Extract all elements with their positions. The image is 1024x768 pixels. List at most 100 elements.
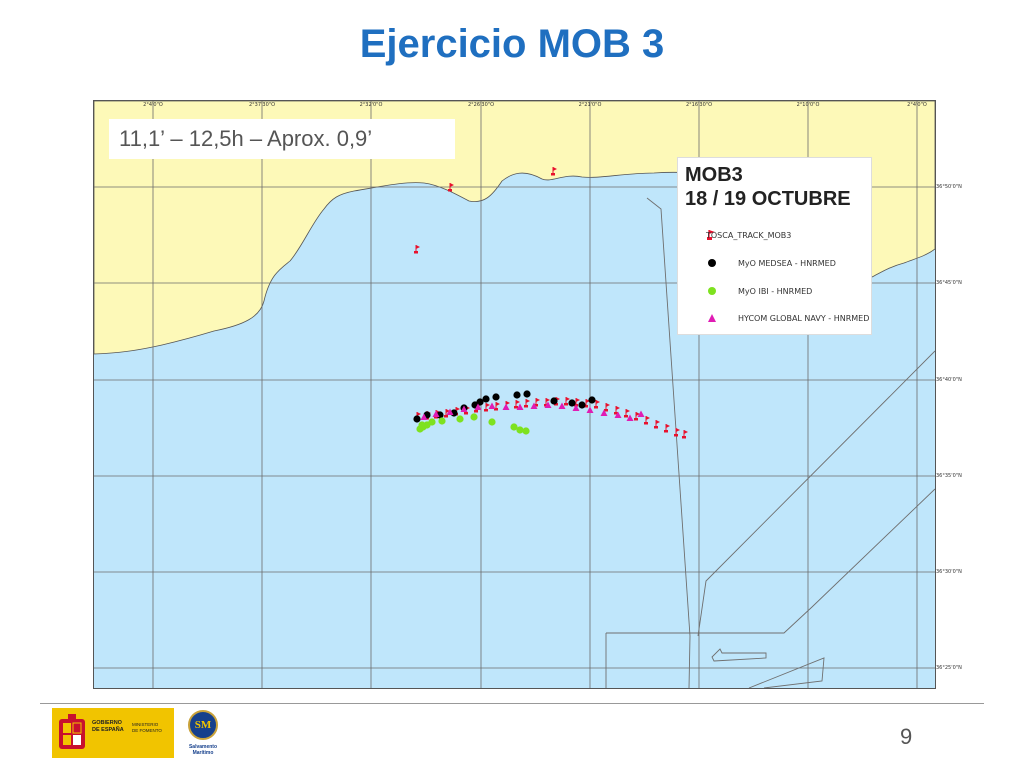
- lon-label: 2°32'0"O: [359, 102, 383, 108]
- lat-label: 36°25'0"N: [936, 665, 962, 671]
- ibi-point: [510, 423, 518, 431]
- medsea-point: [482, 395, 490, 403]
- flag-base: [604, 409, 608, 412]
- flag-base: [484, 409, 488, 412]
- medsea-point: [568, 399, 576, 407]
- ibi-point: [456, 415, 464, 423]
- flag-pennant: [416, 245, 420, 249]
- flag-pennant: [656, 420, 660, 424]
- magenta-triangle-icon: [708, 314, 716, 322]
- legend-label-medsea: MyO MEDSEA - HNRMED: [738, 259, 836, 268]
- track-flag: [514, 400, 520, 409]
- lat-label: 36°45'0"N: [936, 280, 962, 286]
- lon-label: 2°26'30"O: [467, 102, 495, 108]
- hycom-point: [502, 403, 510, 410]
- legend-label-ibi: MyO IBI - HNRMED: [738, 287, 813, 296]
- medsea-point: [588, 396, 596, 404]
- flag-base: [682, 436, 686, 439]
- track-flag: [644, 416, 650, 425]
- hycom-point: [614, 411, 622, 418]
- footer-divider: [40, 703, 984, 704]
- lat-label: 36°35'0"N: [936, 473, 962, 479]
- ministry-line2: DE FOMENTO: [132, 728, 162, 733]
- salvamento-logo: SM Salvamento Marítimo: [178, 708, 228, 758]
- flag-base: [494, 408, 498, 411]
- track-flag: [594, 400, 600, 409]
- hycom-point: [558, 402, 566, 409]
- flag-base: [624, 415, 628, 418]
- medsea-point: [513, 391, 521, 399]
- flag-pennant: [676, 428, 680, 432]
- red-flag-icon: [707, 230, 715, 240]
- flag-base: [448, 189, 452, 192]
- track-flag: [624, 409, 630, 418]
- medsea-point: [550, 397, 558, 405]
- hycom-point: [432, 410, 440, 417]
- flag-base: [474, 410, 478, 413]
- flag-pennant: [626, 409, 630, 413]
- track-flag: [674, 428, 680, 437]
- flag-pennant: [536, 398, 540, 402]
- ibi-point: [516, 426, 524, 434]
- hycom-layer: [420, 401, 645, 421]
- ibi-point: [522, 427, 530, 435]
- flag-pennant: [446, 409, 450, 413]
- medsea-point: [413, 415, 421, 423]
- hycom-point: [637, 410, 645, 417]
- track-flag: [634, 412, 640, 421]
- flag-base: [444, 415, 448, 418]
- flag-pennant: [636, 412, 640, 416]
- black-dot-icon: [708, 259, 716, 267]
- flag-base: [514, 406, 518, 409]
- flag-pennant: [506, 401, 510, 405]
- gobierno-text: GOBIERNO DE ESPAÑA: [92, 720, 124, 734]
- medsea-point: [476, 398, 484, 406]
- legend-heading: MOB3: [685, 164, 743, 186]
- flag-base: [594, 406, 598, 409]
- flag-base: [644, 422, 648, 425]
- ibi-point: [470, 413, 478, 421]
- hycom-point: [530, 402, 538, 409]
- ibi-layer: [416, 413, 530, 435]
- ibi-point: [428, 418, 436, 426]
- flag-base: [534, 404, 538, 407]
- hycom-point: [626, 414, 634, 421]
- slide-title: Ejercicio MOB 3: [359, 22, 665, 66]
- sm-monogram: SM: [194, 719, 212, 731]
- shipping-lanes: [605, 197, 935, 688]
- lat-label: 36°30'0"N: [936, 569, 962, 575]
- ibi-point: [488, 418, 496, 426]
- gov-line2: DE ESPAÑA: [92, 727, 124, 733]
- ibi-point: [438, 417, 446, 425]
- track-flag: [564, 397, 570, 406]
- track-flag: [534, 398, 540, 407]
- flag-pennant: [666, 424, 670, 428]
- hycom-point: [586, 406, 594, 413]
- hycom-point: [572, 404, 580, 411]
- flag-pennant: [456, 407, 460, 411]
- lon-label: 2°10'0"O: [796, 102, 820, 108]
- flag-pennant: [417, 412, 421, 416]
- track-flag: [551, 167, 557, 176]
- hycom-point: [460, 405, 468, 412]
- coat-of-arms-icon: [59, 714, 85, 749]
- flag-base: [584, 405, 588, 408]
- hycom-point: [446, 408, 454, 415]
- flag-pennant: [684, 430, 688, 434]
- flag-base: [414, 251, 418, 254]
- flag-base: [524, 405, 528, 408]
- flag-base: [674, 434, 678, 437]
- medsea-point: [523, 390, 531, 398]
- green-dot-icon: [708, 287, 716, 295]
- track-flag: [604, 403, 610, 412]
- lon-label: 2°4'0"O: [907, 102, 927, 108]
- track-flag: [484, 403, 490, 412]
- sm-emblem-icon: SM: [188, 710, 218, 740]
- legend-date: 18 / 19 OCTUBRE: [685, 188, 851, 210]
- legend-label-track: TOSCA_TRACK_MOB3: [706, 231, 792, 240]
- flag-pennant: [646, 416, 650, 420]
- page-number: 9: [900, 724, 913, 749]
- track-flag: [414, 245, 420, 254]
- flag-pennant: [566, 397, 570, 401]
- track-flag: [494, 402, 500, 411]
